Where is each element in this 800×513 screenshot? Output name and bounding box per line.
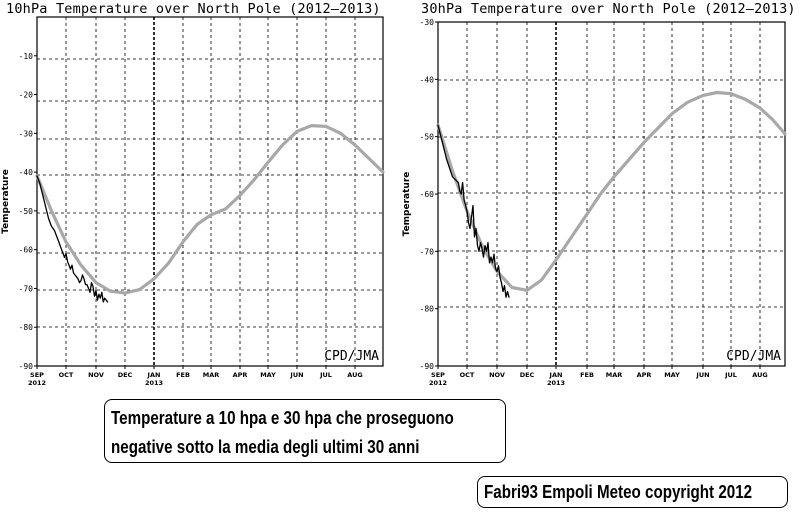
x-tick-label: MAR [606,371,623,379]
chart-title-30hpa: 30hPa Temperature over North Pole (2012—… [421,1,796,17]
y-tick-label: -40 [19,168,34,177]
y-tick-label: -30 [19,129,34,138]
series-line-climatology [35,123,385,295]
x-tick-label: MAR [203,371,220,379]
x-tick-label: FEB [176,371,190,379]
y-tick-label: -70 [420,247,435,256]
y-tick-label: -40 [420,75,435,84]
x-tick-label: JUN [289,371,303,379]
watermark-cpd-jma: CPD/JMA [726,349,781,364]
x-year-label: 2012 [429,379,447,387]
x-tick-label: DEC [520,371,535,379]
y-tick-label: -20 [19,91,34,100]
y-tick-label: -60 [19,246,34,255]
watermark-cpd-jma: CPD/JMA [324,349,379,364]
y-tick-label: -50 [420,133,435,142]
series-line-observed [437,124,510,298]
x-tick-label: MAY [664,371,680,379]
caption-line-1: Temperature a 10 hpa e 30 hpa che proseg… [111,407,454,428]
x-year-label: 2013 [547,379,565,387]
x-tick-label: OCT [460,371,475,379]
caption-box: Temperature a 10 hpa e 30 hpa che proseg… [104,399,506,463]
x-tick-label: DEC [118,371,133,379]
caption-line-2: negative sotto la media degli ultimi 30 … [111,436,420,457]
x-tick-label: JUL [724,371,737,379]
x-tick-label: SEP [30,371,44,379]
y-tick-label: -90 [19,362,34,371]
x-tick-label: AUG [347,371,362,379]
y-tick-label: -90 [420,362,435,371]
x-tick-label: OCT [59,371,74,379]
chart-title-10hpa: 10hPa Temperature over North Pole (2012—… [6,1,381,17]
x-tick-label: APR [233,371,248,379]
y-axis-label: Temperature [1,169,11,234]
x-tick-label: JUN [695,371,709,379]
x-tick-label: MAY [260,371,276,379]
series-line-observed [36,175,109,303]
y-axis-label: Temperature [402,172,412,237]
y-tick-label: -80 [420,305,435,314]
x-year-label: 2013 [145,379,163,387]
y-tick-label: -70 [19,284,34,293]
credit-text: Fabri93 Empoli Meteo copyright 2012 [484,481,753,502]
y-tick-label: -50 [19,207,34,216]
x-year-label: 2012 [28,379,46,387]
x-tick-label: NOV [489,371,505,379]
x-tick-label: AUG [752,371,767,379]
plot-frame [36,16,384,367]
y-tick-label: -10 [19,52,34,61]
y-tick-label: -30 [420,18,435,27]
x-tick-label: SEP [431,371,445,379]
plot-frame [437,21,786,367]
x-tick-label: APR [637,371,652,379]
x-tick-label: JUL [319,371,332,379]
x-tick-label: JAN [549,371,563,379]
credit-box: Fabri93 Empoli Meteo copyright 2012 [477,476,788,508]
y-tick-label: -80 [19,323,34,332]
x-tick-label: NOV [88,371,104,379]
x-tick-label: JAN [147,371,161,379]
x-tick-label: FEB [580,371,594,379]
y-tick-label: -60 [420,190,435,199]
